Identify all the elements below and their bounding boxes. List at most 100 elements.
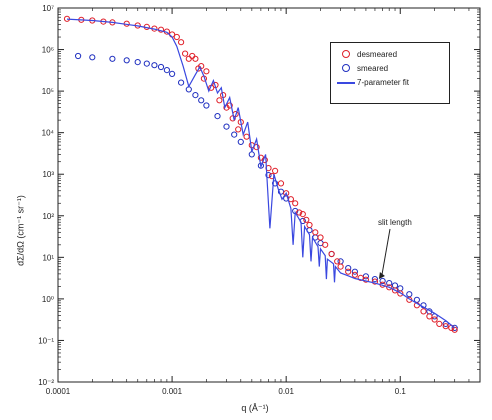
y-tick-label: 10⁶	[42, 46, 54, 55]
point-desmeared	[337, 263, 344, 270]
point-desmeared	[243, 133, 250, 140]
y-tick-label: 10⁴	[42, 129, 55, 138]
legend-label-desmeared: desmeared	[357, 49, 398, 59]
point-desmeared	[351, 271, 358, 278]
y-tick-label: 10⁻²	[38, 378, 54, 387]
point-desmeared	[431, 316, 438, 323]
legend-item-fit: 7-parameter fit	[335, 75, 445, 89]
legend-marker-fit	[335, 77, 357, 87]
point-smeared	[214, 113, 221, 120]
legend-label-smeared: smeared	[357, 63, 389, 73]
point-smeared	[397, 285, 404, 292]
x-axis-label: q (Å⁻¹)	[241, 403, 269, 413]
point-desmeared	[426, 313, 433, 320]
legend-marker-smeared	[335, 63, 357, 73]
point-smeared	[123, 57, 130, 64]
point-desmeared	[178, 39, 185, 46]
legend: desmeared smeared 7-parameter fit	[330, 42, 450, 104]
legend-marker-desmeared	[335, 49, 357, 59]
point-desmeared	[185, 55, 192, 62]
point-smeared	[265, 172, 272, 179]
point-smeared	[248, 151, 255, 158]
legend-item-smeared: smeared	[335, 61, 445, 75]
point-smeared	[89, 54, 96, 61]
point-desmeared	[420, 308, 427, 315]
point-smeared	[178, 79, 185, 86]
point-smeared	[192, 92, 199, 99]
point-desmeared	[312, 229, 319, 236]
point-desmeared	[173, 33, 180, 41]
y-tick-label: 10¹	[42, 253, 54, 262]
point-desmeared	[391, 287, 399, 294]
point-desmeared	[216, 97, 223, 104]
point-smeared	[345, 265, 352, 272]
y-tick-label: 10⁻¹	[38, 336, 54, 345]
point-smeared	[223, 123, 230, 130]
point-smeared	[75, 52, 82, 60]
point-desmeared	[386, 284, 393, 291]
point-smeared	[451, 324, 458, 331]
point-smeared	[151, 62, 158, 69]
point-desmeared	[436, 320, 443, 327]
y-tick-label: 10²	[42, 212, 54, 221]
point-desmeared	[203, 68, 210, 75]
legend-item-desmeared: desmeared	[335, 47, 445, 61]
point-smeared	[143, 60, 150, 67]
point-desmeared	[189, 52, 196, 60]
point-desmeared	[345, 268, 352, 275]
point-smeared	[351, 268, 358, 275]
point-smeared	[406, 291, 413, 298]
point-desmeared	[296, 209, 303, 216]
annotation-slit-length: slit length	[378, 218, 412, 227]
point-smeared	[198, 97, 205, 104]
x-tick-label: 0.1	[395, 387, 407, 396]
annotation-arrow-head	[378, 272, 385, 280]
point-smeared	[231, 131, 238, 138]
point-desmeared	[362, 276, 369, 283]
y-tick-label: 10³	[42, 170, 54, 179]
point-desmeared	[357, 274, 364, 281]
x-tick-label: 0.0001	[46, 387, 71, 396]
point-smeared	[134, 59, 141, 66]
point-desmeared	[226, 102, 233, 109]
point-desmeared	[277, 180, 285, 187]
x-tick-label: 0.001	[162, 387, 183, 396]
annotation-layer	[378, 228, 391, 280]
x-tick-label: 0.01	[278, 387, 294, 396]
point-desmeared	[182, 50, 189, 57]
point-desmeared	[317, 234, 324, 241]
point-smeared	[386, 280, 393, 287]
point-smeared	[163, 67, 170, 74]
point-desmeared	[283, 190, 290, 197]
plot-frame	[57, 7, 481, 383]
point-desmeared	[306, 221, 313, 229]
point-desmeared	[292, 200, 299, 207]
y-tick-label: 10⁷	[42, 4, 54, 13]
point-desmeared	[334, 258, 341, 265]
point-desmeared	[371, 278, 378, 285]
point-desmeared	[322, 241, 329, 248]
point-smeared	[157, 63, 165, 71]
point-smeared	[169, 70, 176, 78]
point-desmeared	[299, 211, 306, 218]
point-desmeared	[397, 290, 404, 297]
plot-axes: 10⁻² 10⁻¹ 10⁰ 10¹ 10² 10³ 10⁴ 10⁵ 10⁶ 10⁷ 0.0001 0.…	[38, 4, 481, 396]
point-smeared	[237, 138, 244, 145]
point-desmeared	[328, 250, 335, 258]
series-line-7-parameter-fit	[66, 18, 456, 329]
point-smeared	[109, 55, 116, 62]
y-tick-label: 10⁰	[42, 295, 54, 304]
annotation-arrow-line	[381, 228, 391, 276]
y-tick-label: 10⁵	[42, 87, 54, 96]
series-layer	[63, 15, 458, 333]
point-smeared	[379, 277, 386, 285]
point-desmeared	[192, 55, 199, 62]
legend-label-fit: 7-parameter fit	[357, 77, 410, 87]
point-smeared	[203, 102, 210, 109]
point-desmeared	[442, 323, 449, 330]
point-desmeared	[303, 216, 310, 223]
point-smeared	[272, 180, 279, 187]
point-desmeared	[235, 126, 242, 133]
y-axis-label: dΣ/dΩ (cm⁻¹ sr⁻¹)	[15, 195, 26, 266]
